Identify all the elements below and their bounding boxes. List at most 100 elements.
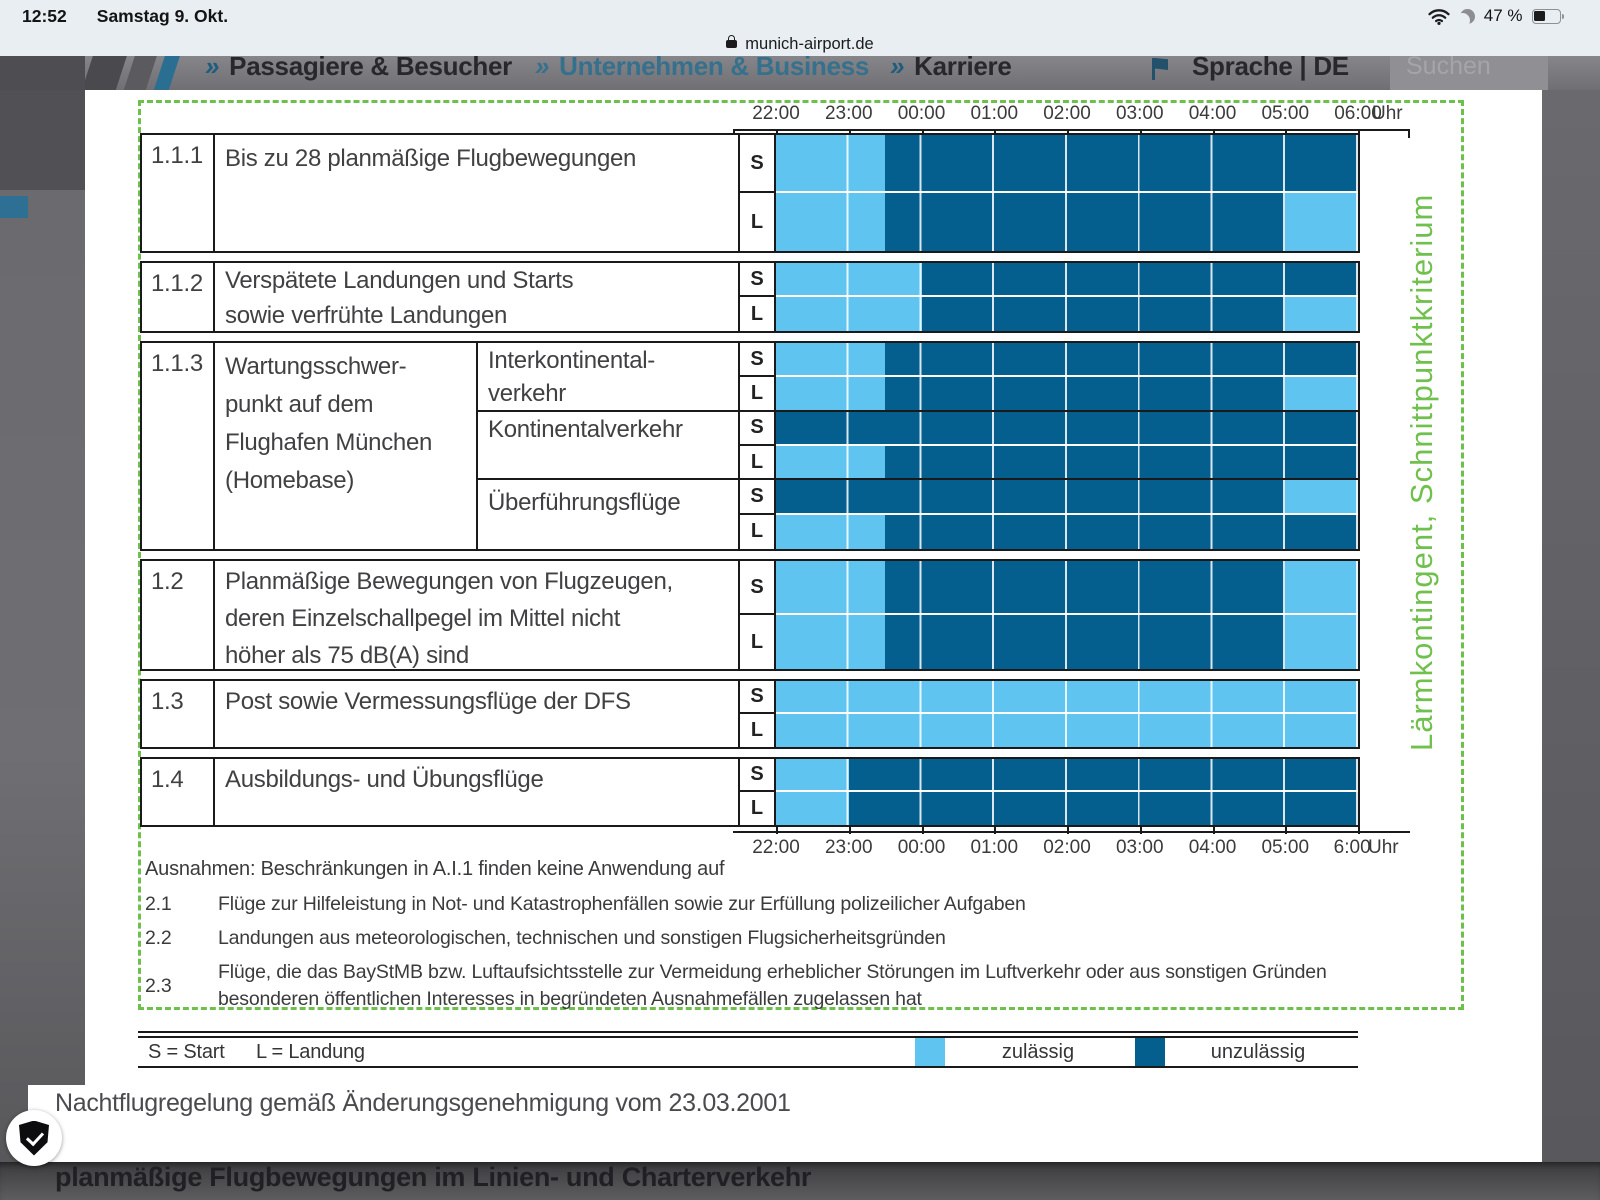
row-number: 1.1.3: [142, 343, 215, 549]
subcategory-label: Kontinentalverkehr: [478, 411, 740, 481]
language-flag-icon: [1152, 58, 1168, 80]
legend: S = Start L = Landung zulässig unzulässi…: [138, 1031, 1358, 1068]
table-row: 1.1.2 Verspätete Landungen und Starts so…: [140, 261, 1360, 333]
landing-cell: L: [740, 193, 776, 251]
row-description: Ausbildungs- und Übungsflüge: [215, 759, 740, 825]
nav-item-career[interactable]: » Karriere: [890, 56, 1012, 83]
exception-text: Flüge zur Hilfeleistung in Not- und Kata…: [218, 893, 1026, 915]
landing-cell: L: [740, 445, 776, 481]
timeline-bar: [776, 792, 1358, 825]
exceptions-intro: Ausnahmen: Beschränkungen in A.I.1 finde…: [145, 858, 725, 880]
figure-caption: Nachtflugregelung gemäß Änderungsgenehmi…: [55, 1089, 791, 1117]
table-row: 1.4 Ausbildungs- und Übungsflüge S L: [140, 757, 1360, 827]
exception-number: 2.1: [145, 893, 172, 915]
dimmed-page-right: [1542, 90, 1600, 1200]
row-description: Verspätete Landungen und Starts sowie ve…: [215, 263, 740, 331]
subcategory-label: Interkontinental- verkehr: [478, 343, 740, 412]
page-heading-fragment: planmäßige Flugbewegungen im Linien- und…: [55, 1162, 812, 1192]
timeline-bar: [776, 759, 1358, 792]
tls-lock-icon: [726, 35, 738, 48]
shield-check-icon: [19, 1120, 49, 1156]
legend-allowed-swatch: [915, 1038, 945, 1066]
time-axis-bottom: 22:00 23:00 00:00 01:00 02:00 03:00 04:0…: [733, 826, 1410, 861]
date-label: Samstag 9. Okt.: [96, 5, 229, 26]
start-cell: S: [740, 343, 776, 378]
timeline-bar: [776, 135, 1358, 193]
start-cell: S: [740, 759, 776, 792]
dnd-moon-icon: [1460, 9, 1475, 24]
site-nav-bar: » Passagiere & Besucher » Unternehmen & Bu…: [0, 56, 1600, 90]
exception-number: 2.3: [145, 974, 172, 997]
timeline-bar: [776, 714, 1358, 747]
row-number: 1.4: [142, 759, 215, 825]
timeline-bar: [776, 445, 1358, 481]
search-input[interactable]: Suchen: [1390, 56, 1548, 90]
clock: 12:52: [22, 5, 67, 26]
timeline-bar: [776, 263, 1358, 297]
legend-start-abbr: S = Start: [148, 1041, 225, 1063]
chevron-icon: »: [205, 56, 220, 81]
wifi-icon: [1428, 8, 1450, 25]
url-text: munich-airport.de: [745, 34, 874, 53]
page-fragment-blue-bar: [0, 196, 28, 218]
row-number: 1.1.1: [142, 135, 215, 251]
start-cell: S: [740, 480, 776, 515]
time-axis-top: 22:00 23:00 00:00 01:00 02:00 03:00 04:0…: [733, 100, 1410, 138]
axis-unit: Uhr: [1372, 103, 1403, 124]
language-switch[interactable]: Sprache | DE: [1192, 56, 1349, 81]
timeline-bar: [776, 343, 1358, 378]
table-row: 1.1.3 Wartungsschwer- punkt auf dem Flug…: [140, 341, 1360, 551]
timeline-bar: [776, 681, 1358, 714]
landing-cell: L: [740, 615, 776, 669]
landing-cell: L: [740, 377, 776, 412]
row-number: 1.1.2: [142, 263, 215, 331]
figure-side-label: Lärmkontingent, Schnittpunktkriterium: [1404, 193, 1439, 752]
landing-cell: L: [740, 714, 776, 747]
table-row: 1.3 Post sowie Vermessungsflüge der DFS …: [140, 679, 1360, 749]
row-description: Planmäßige Bewegungen von Flugzeugen, de…: [215, 561, 740, 669]
chevron-icon: »: [535, 56, 550, 81]
page-heading-fragment-cut: (maximal 28 pro Nacht): [55, 1196, 346, 1200]
timeline-bar: [776, 615, 1358, 669]
search-placeholder: Suchen: [1406, 56, 1491, 80]
dimmed-page-bottom: planmäßige Flugbewegungen im Linien- und…: [0, 1162, 1600, 1200]
landing-cell: L: [740, 514, 776, 549]
adblock-shield-button[interactable]: [6, 1110, 62, 1166]
timeline-bar: [776, 297, 1358, 331]
timeline-bar: [776, 377, 1358, 412]
chevron-icon: »: [890, 56, 905, 81]
landing-cell: L: [740, 297, 776, 331]
status-bar: 12:52 Samstag 9. Okt. 47 %: [0, 0, 1600, 32]
legend-forbidden-swatch: [1135, 1038, 1165, 1066]
dimmed-page-left: [0, 90, 85, 1200]
battery-icon: [1531, 8, 1564, 24]
timeline-bar: [776, 411, 1358, 446]
row-description: Bis zu 28 planmäßige Flugbewegungen: [215, 135, 740, 251]
exceptions-block: Ausnahmen: Beschränkungen in A.I.1 finde…: [145, 858, 1440, 1013]
exception-text: Landungen aus meteorologischen, technisc…: [218, 927, 946, 949]
browser-address-bar[interactable]: munich-airport.de: [0, 32, 1600, 57]
subcategory-label: Überführungsflüge: [478, 480, 740, 549]
nav-item-passengers[interactable]: » Passagiere & Besucher: [205, 56, 512, 83]
table-row: 1.2 Planmäßige Bewegungen von Flugzeugen…: [140, 559, 1360, 671]
exception-text: Flüge, die das BayStMB bzw. Luftaufsicht…: [218, 961, 1327, 1010]
timeline-bar: [776, 561, 1358, 615]
legend-forbidden-label: unzulässig: [1210, 1041, 1306, 1063]
status-icons: 47 %: [1427, 0, 1564, 32]
row-description: Wartungsschwer- punkt auf dem Flughafen …: [215, 343, 478, 549]
timeline-bar: [776, 480, 1358, 515]
start-cell: S: [740, 135, 776, 193]
caption-strip: [28, 1085, 1542, 1162]
start-cell: S: [740, 561, 776, 615]
battery-percent: 47 %: [1483, 6, 1523, 25]
legend-landing-abbr: L = Landung: [256, 1041, 365, 1063]
table-row: 1.1.1 Bis zu 28 planmäßige Flugbewegunge…: [140, 133, 1360, 253]
row-description: Post sowie Vermessungsflüge der DFS: [215, 681, 740, 747]
nav-item-business[interactable]: » Unternehmen & Business: [535, 56, 869, 83]
axis-unit: Uhr: [1368, 837, 1399, 858]
exception-number: 2.2: [145, 927, 172, 949]
start-cell: S: [740, 411, 776, 446]
row-number: 1.3: [142, 681, 215, 747]
timeline-bar: [776, 514, 1358, 549]
